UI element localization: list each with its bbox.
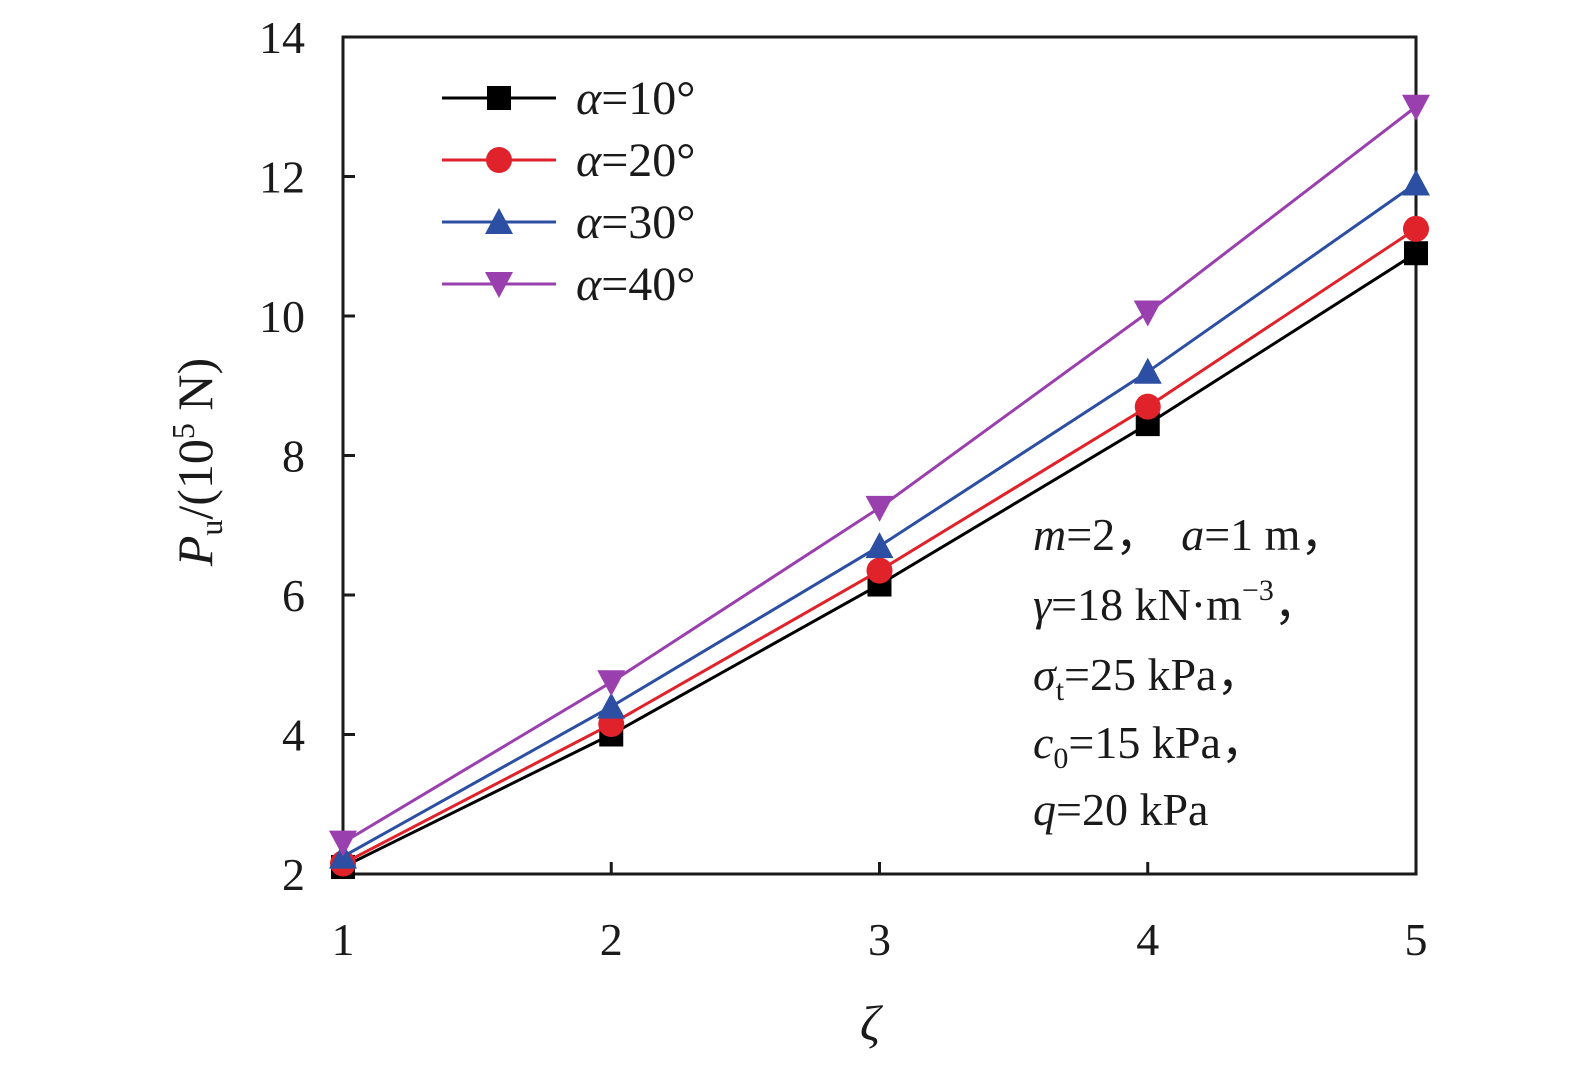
data-point — [597, 670, 626, 697]
data-point — [597, 692, 626, 719]
legend-marker — [485, 208, 513, 234]
legend: α=10°α=20°α=30°α=40° — [442, 72, 695, 311]
y-axis-title-subscript: u — [193, 520, 229, 536]
annotation-gamma-exponent: −3 — [1242, 574, 1274, 607]
annotation-c-subscript: 0 — [1053, 742, 1068, 775]
legend-label-value: =30° — [601, 196, 695, 249]
y-tick-label: 2 — [282, 849, 305, 900]
data-point — [865, 495, 894, 522]
annotation-line-3: σt=25 kPa， — [1033, 649, 1262, 707]
data-point — [866, 557, 893, 584]
annotation-a-value: =1 m， — [1204, 509, 1346, 560]
annotation-gamma-symbol: γ — [1033, 579, 1053, 630]
annotation-c-value: =15 kPa， — [1068, 717, 1266, 768]
x-tick-label: 1 — [332, 914, 355, 965]
y-axis-title-unit-a: /(10 — [167, 439, 223, 520]
legend-entry: α=10° — [442, 72, 695, 125]
x-tick-label: 4 — [1136, 914, 1159, 965]
annotation-q-symbol: q — [1033, 784, 1056, 835]
x-tick-label: 3 — [868, 914, 891, 965]
annotation-line-4: c0=15 kPa， — [1033, 717, 1267, 775]
legend-label-symbol: α — [576, 258, 602, 311]
annotation-gamma-comma: ， — [1274, 579, 1320, 630]
data-point — [1402, 169, 1430, 196]
annotation-sigma-subscript: t — [1056, 674, 1065, 707]
data-point — [1134, 393, 1161, 420]
legend-marker — [485, 272, 513, 298]
x-axis-title: ζ — [860, 995, 884, 1051]
y-tick-label: 12 — [259, 152, 305, 203]
y-axis-title-superscript: 5 — [165, 423, 201, 439]
y-tick-label: 14 — [259, 12, 305, 63]
data-point — [1403, 215, 1429, 242]
legend-marker — [487, 86, 511, 110]
data-point — [865, 532, 894, 559]
legend-entry: α=40° — [442, 258, 695, 311]
y-axis-title: Pu/(105 N) — [165, 358, 229, 567]
legend-marker — [486, 147, 512, 173]
legend-label: α=40° — [576, 258, 695, 311]
series-layer — [329, 94, 1430, 880]
annotation-sigma-symbol: σ — [1033, 649, 1058, 700]
annotation-sigma-value: =25 kPa， — [1064, 649, 1262, 700]
annotation-line-5: q=20 kPa — [1033, 784, 1208, 835]
legend-label-symbol: α — [576, 196, 602, 249]
annotation-a-symbol: a — [1181, 509, 1204, 560]
annotation-line-2: γ=18 kN·m−3， — [1033, 574, 1320, 630]
legend-label-value: =20° — [601, 134, 695, 187]
y-tick-label: 6 — [282, 570, 305, 621]
legend-label-value: =10° — [601, 72, 695, 125]
legend-label-symbol: α — [576, 134, 602, 187]
x-tick-label: 2 — [600, 914, 623, 965]
legend-label-value: =40° — [601, 258, 695, 311]
x-tick-label: 5 — [1405, 914, 1428, 965]
y-axis-title-symbol: P — [167, 536, 223, 568]
series-4 — [329, 94, 1430, 857]
annotation-line-1: m=2， a=1 m， — [1033, 509, 1346, 560]
annotation-q-value: =20 kPa — [1056, 784, 1208, 835]
y-tick-label: 8 — [282, 431, 305, 482]
legend-entry: α=20° — [442, 134, 695, 187]
legend-label-symbol: α — [576, 72, 602, 125]
y-axis-title-unit-b: N) — [167, 358, 223, 423]
y-tick-label: 10 — [259, 291, 305, 342]
annotation-gamma-value: =18 kN·m — [1051, 579, 1242, 630]
annotation-m-symbol: m — [1033, 509, 1066, 560]
parameter-annotation: m=2， a=1 m， γ=18 kN·m−3， σt=25 kPa， c0=15… — [1033, 509, 1346, 835]
y-tick-label: 4 — [282, 710, 305, 761]
data-point — [1133, 300, 1162, 327]
annotation-m-value: =2， — [1066, 509, 1161, 560]
data-point — [1404, 241, 1428, 266]
series-2 — [330, 215, 1429, 877]
legend-entry: α=30° — [442, 196, 695, 249]
legend-label: α=10° — [576, 72, 695, 125]
data-point — [329, 830, 357, 857]
legend-label: α=30° — [576, 196, 695, 249]
data-point — [1133, 357, 1162, 384]
annotation-c-symbol: c — [1033, 717, 1053, 768]
legend-label: α=20° — [576, 134, 695, 187]
data-point — [1402, 94, 1430, 121]
